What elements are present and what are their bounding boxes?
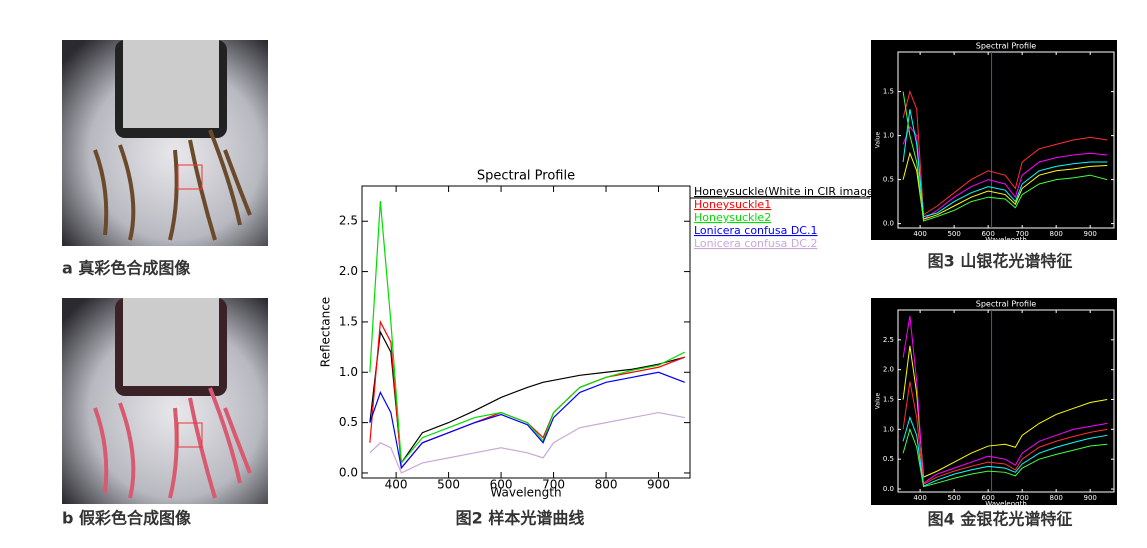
x-axis-label: Wavelength [985, 236, 1027, 244]
series-line [902, 109, 1108, 218]
x-tick-label: 700 [542, 478, 565, 492]
y-tick-label: 0.0 [883, 220, 894, 228]
x-tick-label: 900 [1084, 230, 1097, 238]
x-tick-label: 600 [981, 494, 994, 502]
series-line [902, 415, 1108, 487]
chart-background [871, 40, 1117, 240]
legend-entry: Honeysuckle(White in CIR image) [694, 185, 878, 198]
x-tick-label: 700 [1015, 230, 1028, 238]
photo-true-color [62, 40, 268, 246]
y-tick-label: 0.0 [339, 465, 358, 479]
y-tick-label: 0.5 [883, 176, 894, 184]
series-line [902, 381, 1108, 486]
series-line [369, 411, 685, 474]
legend-entry: Lonicera confusa DC.2 [694, 237, 817, 250]
y-tick-label: 1.5 [339, 314, 358, 328]
chart-caption: 图3 山银花光谱特征 [928, 252, 1073, 271]
plot-frame [897, 51, 1115, 229]
x-tick-label: 500 [947, 494, 960, 502]
x-axis-label: Wavelength [490, 486, 561, 500]
chart-caption: 图2 样本光谱曲线 [456, 509, 585, 528]
chart-title: Spectral Profile [976, 300, 1037, 309]
x-tick-label: 400 [913, 494, 926, 502]
x-tick-label: 400 [385, 478, 408, 492]
series-line [902, 315, 1108, 484]
photo-false-color [62, 298, 268, 504]
legend-entry: Honeysuckle2 [694, 211, 771, 224]
y-tick-label: 1.5 [883, 88, 894, 96]
y-tick-label: 2.5 [339, 214, 358, 228]
series-line [369, 371, 685, 470]
y-tick-label: 0.5 [883, 455, 894, 463]
x-tick-label: 400 [913, 230, 926, 238]
plot-frame [897, 309, 1115, 493]
x-axis-label: Wavelength [985, 500, 1027, 508]
x-tick-label: 600 [490, 478, 513, 492]
y-tick-label: 0.0 [883, 485, 894, 493]
x-tick-label: 700 [1015, 494, 1028, 502]
x-tick-label: 500 [947, 230, 960, 238]
x-tick-label: 800 [595, 478, 618, 492]
series-line [369, 319, 685, 470]
x-tick-label: 800 [1049, 230, 1062, 238]
y-axis-label: Reflectance [319, 297, 333, 367]
y-tick-label: 1.0 [883, 132, 894, 140]
series-line [902, 427, 1108, 488]
y-tick-label: 2.5 [883, 336, 894, 344]
y-tick-label: 2.0 [339, 264, 358, 278]
chart-title: Spectral Profile [477, 169, 575, 184]
legend-entry: Honeysuckle1 [694, 198, 771, 211]
legend-entry: Lonicera confusa DC.1 [694, 224, 817, 237]
series-line [902, 89, 1108, 216]
y-axis-label: Value [875, 392, 882, 409]
x-tick-label: 600 [981, 230, 994, 238]
x-tick-label: 800 [1049, 494, 1062, 502]
plot-frame [361, 185, 691, 479]
y-tick-label: 2.0 [883, 366, 894, 374]
y-tick-label: 1.5 [883, 396, 894, 404]
series-line [902, 91, 1108, 222]
y-axis-label: Value [875, 131, 882, 148]
x-tick-label: 900 [1084, 494, 1097, 502]
chart-title: Spectral Profile [976, 42, 1037, 51]
x-tick-label: 500 [437, 478, 460, 492]
y-tick-label: 0.5 [339, 415, 358, 429]
y-tick-label: 1.0 [339, 365, 358, 379]
photo-caption: a 真彩色合成图像 [62, 259, 191, 278]
y-tick-label: 1.0 [883, 425, 894, 433]
chart-caption: 图4 金银花光谱特征 [928, 510, 1073, 529]
x-tick-label: 900 [647, 478, 670, 492]
photo-caption: b 假彩色合成图像 [62, 509, 192, 528]
series-line [369, 201, 686, 465]
